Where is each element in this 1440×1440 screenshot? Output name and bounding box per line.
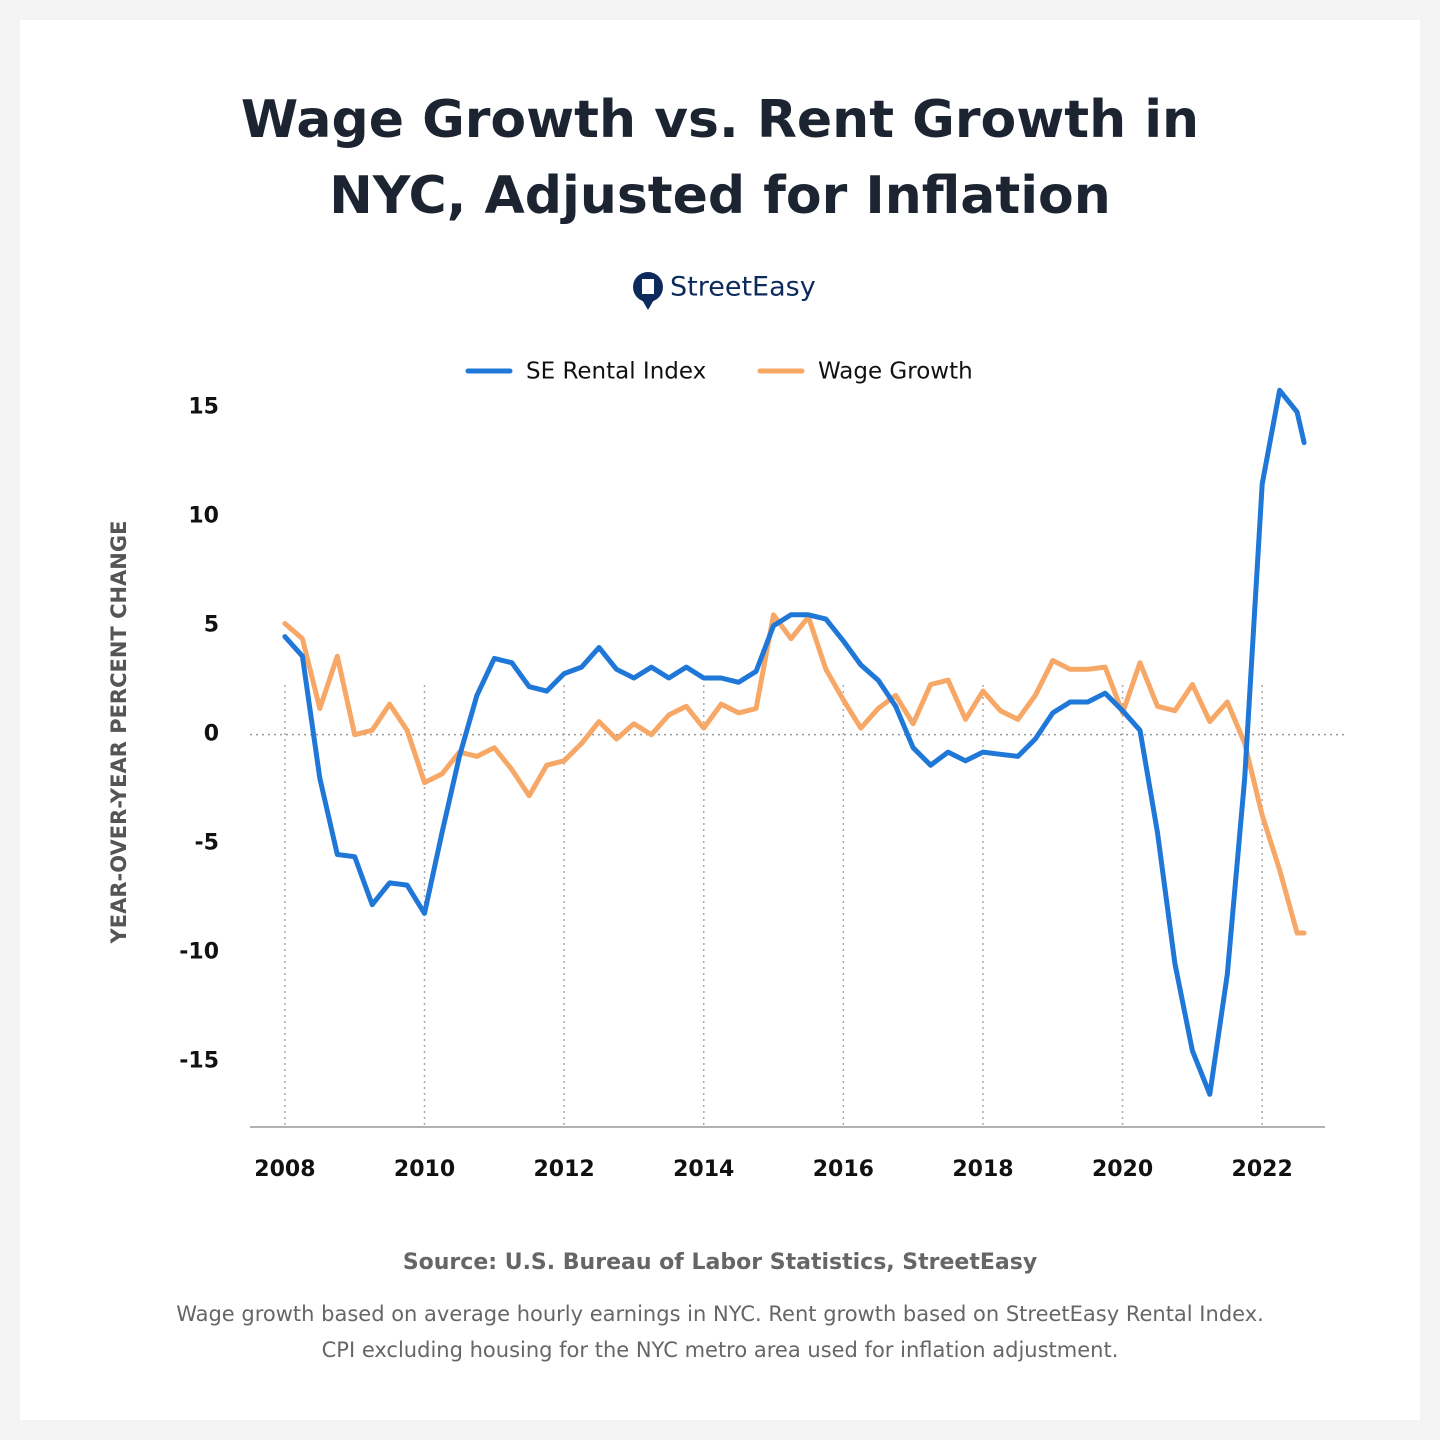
x-tick-label: 2010 xyxy=(394,1157,455,1182)
legend-label: SE Rental Index xyxy=(526,359,706,385)
y-tick-label: -15 xyxy=(179,1049,219,1074)
x-tick-label: 2016 xyxy=(813,1157,874,1182)
x-tick-label: 2022 xyxy=(1232,1157,1293,1182)
y-tick-label: 5 xyxy=(204,613,219,638)
y-tick-label: 15 xyxy=(188,395,219,420)
y-tick-label: 0 xyxy=(204,722,219,747)
y-tick-label: -10 xyxy=(179,940,219,965)
note: Wage growth based on average hourly earn… xyxy=(176,1302,1264,1362)
y-tick-label: -5 xyxy=(195,831,219,856)
brand: StreetEasy xyxy=(670,272,816,303)
series-line xyxy=(282,612,1307,936)
y-tick-label: 10 xyxy=(188,504,219,529)
chart-title: Wage Growth vs. Rent Growth in NYC, Adju… xyxy=(240,90,1200,226)
source: Source: U.S. Bureau of Labor Statistics,… xyxy=(402,1250,1038,1275)
legend-label: Wage Growth xyxy=(818,359,973,385)
logo-icon xyxy=(633,272,663,310)
x-tick-label: 2020 xyxy=(1092,1157,1153,1182)
series-line xyxy=(282,387,1307,1097)
x-tick-label: 2018 xyxy=(952,1157,1013,1182)
x-tick-label: 2014 xyxy=(673,1157,734,1182)
x-tick-label: 2012 xyxy=(534,1157,595,1182)
y-axis-label: YEAR-OVER-YEAR PERCENT CHANGE xyxy=(107,521,131,945)
x-tick-label: 2008 xyxy=(254,1157,315,1182)
card xyxy=(20,20,1420,1420)
